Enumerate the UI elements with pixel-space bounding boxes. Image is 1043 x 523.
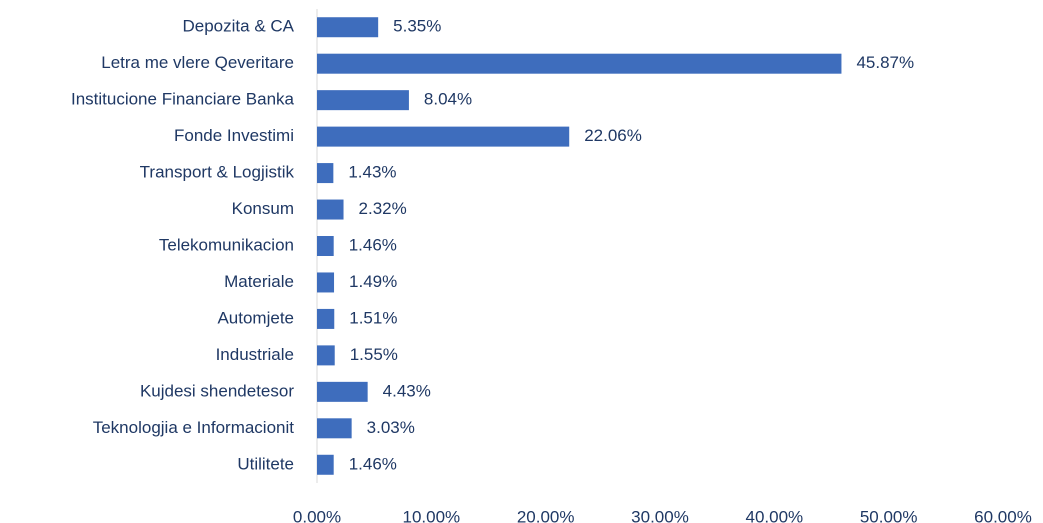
- bar: [317, 163, 334, 184]
- value-label: 2.32%: [359, 199, 407, 218]
- y-tick-label: Telekomunikacion: [159, 235, 294, 254]
- bar: [317, 53, 842, 74]
- value-label: 1.55%: [350, 345, 398, 364]
- bar: [317, 236, 334, 256]
- y-tick-label: Fonde Investimi: [174, 126, 294, 145]
- x-tick-label: 20.00%: [517, 507, 575, 523]
- value-label: 3.03%: [367, 418, 415, 437]
- y-tick-label: Industriale: [216, 345, 294, 364]
- y-tick-label: Kujdesi shendetesor: [140, 381, 294, 400]
- bar: [317, 345, 335, 366]
- y-tick-label: Institucione Financiare Banka: [71, 90, 295, 109]
- bar: [317, 308, 335, 329]
- bar: [317, 272, 335, 293]
- bar: [317, 17, 379, 38]
- x-tick-label: 50.00%: [860, 507, 918, 523]
- value-label: 1.43%: [348, 163, 396, 182]
- bar: [317, 199, 344, 220]
- value-label: 45.87%: [856, 53, 914, 72]
- y-tick-label: Automjete: [217, 308, 294, 327]
- value-label: 22.06%: [584, 126, 642, 145]
- y-tick-label: Letra me vlere Qeveritare: [101, 53, 294, 72]
- bar: [317, 126, 570, 147]
- bar: [317, 90, 409, 111]
- x-tick-label: 40.00%: [745, 507, 803, 523]
- value-label: 8.04%: [424, 90, 472, 109]
- x-tick-label: 60.00%: [974, 507, 1032, 523]
- x-tick-label: 30.00%: [631, 507, 689, 523]
- y-tick-label: Materiale: [224, 272, 294, 291]
- y-tick-label: Transport & Logjistik: [140, 163, 295, 182]
- x-tick-label: 10.00%: [402, 507, 460, 523]
- value-label: 1.51%: [349, 308, 397, 327]
- y-tick-label: Konsum: [232, 199, 294, 218]
- bar: [317, 381, 368, 402]
- x-tick-label: 0.00%: [293, 507, 341, 523]
- y-tick-label: Depozita & CA: [183, 17, 295, 36]
- bar: [317, 418, 352, 439]
- value-label: 1.46%: [349, 235, 397, 254]
- value-label: 4.43%: [383, 381, 431, 400]
- y-tick-label: Utilitete: [237, 454, 294, 473]
- value-label: 1.49%: [349, 272, 397, 291]
- bar: [317, 454, 334, 475]
- y-tick-label: Teknologjia e Informacionit: [93, 418, 295, 437]
- value-label: 1.46%: [349, 454, 397, 473]
- value-label: 5.35%: [393, 17, 441, 36]
